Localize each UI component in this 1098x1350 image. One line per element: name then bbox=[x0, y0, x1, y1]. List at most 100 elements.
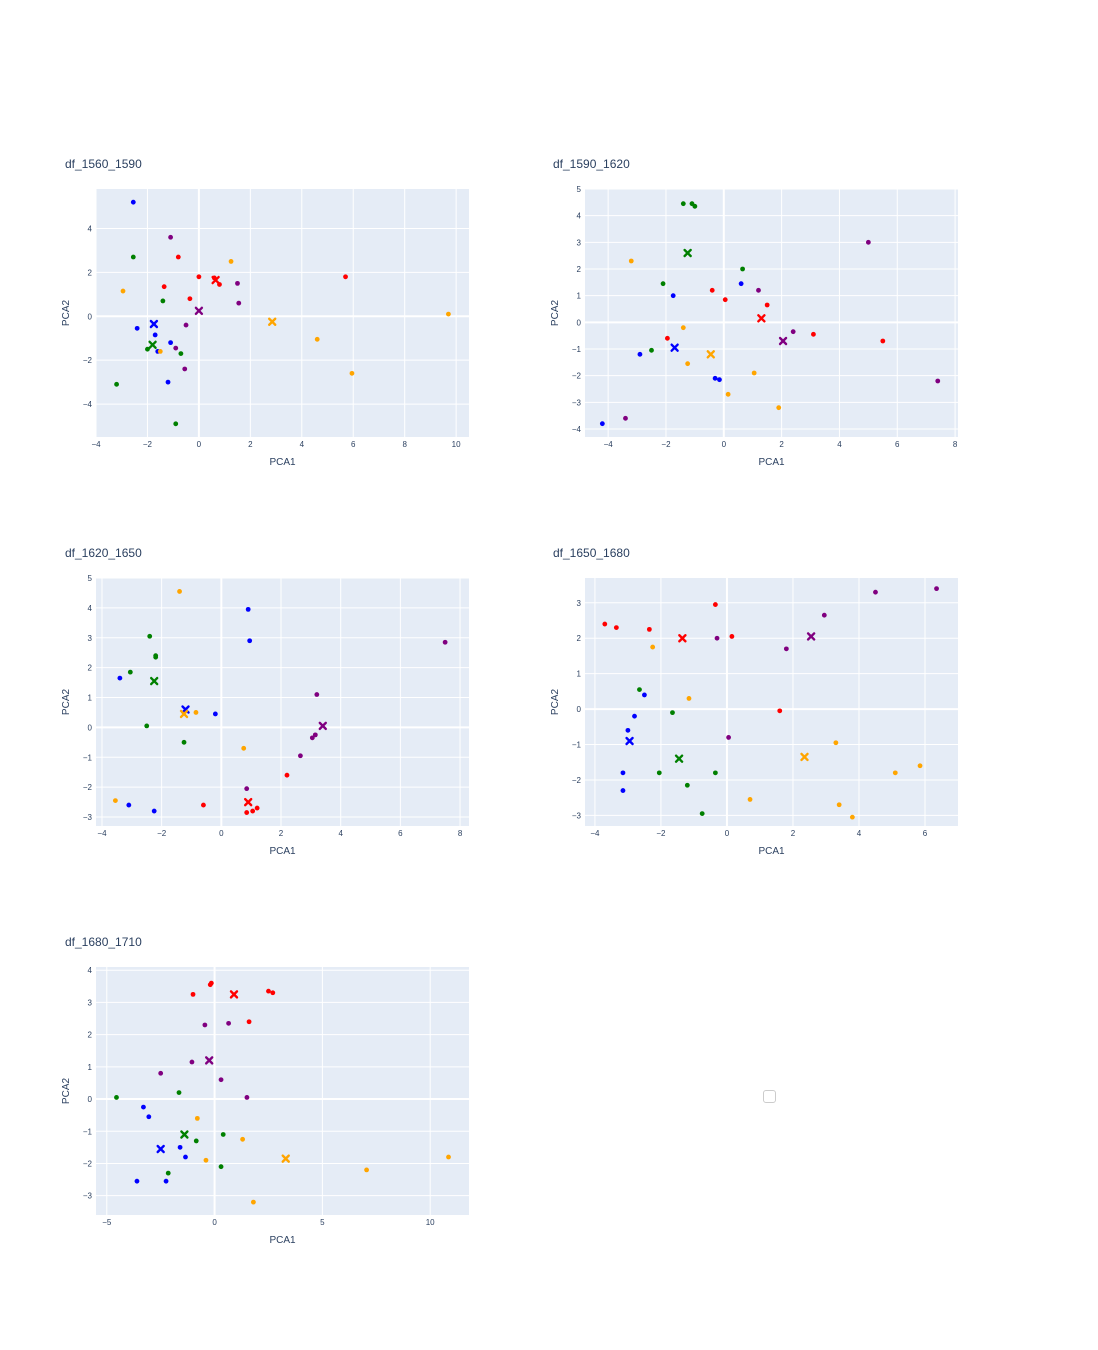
data-point-orange bbox=[680, 325, 686, 331]
data-point-purple bbox=[726, 735, 731, 740]
data-point-blue bbox=[738, 281, 744, 287]
y-tick-label: 3 bbox=[577, 599, 582, 608]
data-point-green bbox=[692, 203, 698, 209]
data-point-green bbox=[660, 281, 666, 287]
data-point-blue bbox=[165, 379, 171, 385]
data-point-red bbox=[709, 287, 715, 293]
data-point-orange bbox=[833, 740, 839, 746]
chart-4: −4 −2 0 2 4 6 −3 −2 −1 0 1 2 3 PCA1 PCA2 bbox=[550, 578, 958, 857]
data-point-orange bbox=[241, 745, 247, 751]
centroid-marker-purple bbox=[778, 336, 788, 346]
data-point-purple bbox=[790, 329, 796, 335]
plot-area bbox=[585, 189, 958, 437]
data-point-red bbox=[266, 988, 271, 994]
data-point-red bbox=[343, 274, 348, 280]
legend-checkbox[interactable] bbox=[763, 1090, 776, 1103]
x-tick-label: −5 bbox=[102, 1218, 112, 1227]
data-point-purple bbox=[168, 234, 174, 240]
data-point-green bbox=[181, 739, 187, 745]
y-tick-label: −1 bbox=[83, 753, 93, 762]
y-tick-label: 4 bbox=[88, 966, 93, 975]
data-point-red bbox=[613, 625, 619, 630]
x-tick-label: 10 bbox=[426, 1218, 435, 1227]
data-point-green bbox=[680, 201, 686, 207]
data-point-purple bbox=[714, 635, 720, 641]
data-point-purple bbox=[298, 753, 303, 759]
centroid-marker-blue bbox=[149, 319, 159, 329]
data-point-green bbox=[740, 266, 745, 272]
data-point-blue bbox=[152, 332, 158, 338]
centroid-marker-red bbox=[678, 634, 687, 643]
data-point-orange bbox=[917, 763, 923, 769]
centroid-marker-green bbox=[674, 754, 684, 763]
data-point-purple bbox=[934, 586, 939, 592]
data-point-orange bbox=[194, 1115, 200, 1121]
y-tick-label: −4 bbox=[572, 425, 582, 434]
data-point-orange bbox=[250, 1199, 256, 1205]
centroid-stroke bbox=[194, 306, 204, 316]
centroid-stroke bbox=[806, 632, 816, 641]
data-point-orange bbox=[751, 370, 757, 376]
data-point-red bbox=[722, 297, 728, 303]
x-tick-label: −4 bbox=[91, 440, 101, 449]
x-tick-label: 0 bbox=[197, 440, 202, 449]
x-tick-label: 4 bbox=[837, 440, 842, 449]
centroid-stroke bbox=[229, 990, 239, 999]
chart-title-2: df_1590_1620 bbox=[553, 157, 630, 171]
x-tick-label: 6 bbox=[895, 440, 900, 449]
centroid-stroke bbox=[318, 721, 327, 731]
data-point-orange bbox=[747, 797, 753, 802]
data-point-purple bbox=[183, 322, 189, 328]
data-point-green bbox=[218, 1164, 224, 1170]
centroid-stroke bbox=[204, 1056, 214, 1065]
data-point-blue bbox=[163, 1178, 169, 1184]
data-point-blue bbox=[620, 788, 626, 793]
data-point-purple bbox=[756, 287, 761, 293]
chart-title-3: df_1620_1650 bbox=[65, 546, 142, 560]
data-point-purple bbox=[312, 732, 318, 738]
data-point-red bbox=[190, 991, 196, 997]
data-point-red bbox=[880, 338, 886, 344]
data-point-red bbox=[187, 296, 193, 302]
centroid-marker-blue bbox=[625, 736, 634, 746]
data-point-blue bbox=[717, 377, 722, 383]
centroid-stroke bbox=[156, 1144, 165, 1154]
centroid-marker-green bbox=[149, 676, 159, 686]
y-axis-label: PCA2 bbox=[61, 1078, 72, 1105]
data-point-purple bbox=[235, 280, 240, 286]
chart-1: −4 −2 0 2 4 6 8 10 −4 −2 0 2 4 PCA1 PCA2 bbox=[61, 189, 469, 468]
data-point-purple bbox=[173, 345, 179, 351]
data-point-orange bbox=[446, 1154, 451, 1160]
y-tick-label: −4 bbox=[83, 400, 93, 409]
data-point-orange bbox=[725, 391, 731, 397]
y-tick-label: −3 bbox=[83, 813, 93, 822]
data-point-blue bbox=[247, 638, 253, 644]
data-point-orange bbox=[364, 1167, 369, 1173]
y-tick-label: 5 bbox=[577, 185, 582, 194]
data-point-blue bbox=[625, 727, 631, 733]
centroid-marker-red bbox=[243, 797, 253, 807]
data-point-blue bbox=[642, 692, 647, 698]
data-point-orange bbox=[686, 696, 692, 701]
data-point-green bbox=[147, 633, 153, 639]
data-point-blue bbox=[670, 293, 676, 299]
centroid-marker-green bbox=[180, 1130, 189, 1139]
data-point-red bbox=[244, 810, 250, 815]
data-point-purple bbox=[182, 366, 188, 372]
y-tick-label: 5 bbox=[88, 574, 93, 583]
y-tick-label: 0 bbox=[88, 723, 93, 732]
x-tick-label: 4 bbox=[338, 829, 343, 838]
data-point-green bbox=[649, 347, 654, 353]
centroid-marker-orange bbox=[179, 709, 189, 719]
centroid-stroke bbox=[180, 1130, 189, 1139]
data-point-green bbox=[220, 1132, 226, 1137]
data-point-blue bbox=[146, 1114, 152, 1120]
centroid-stroke bbox=[149, 319, 159, 329]
centroid-marker-purple bbox=[806, 632, 816, 641]
centroid-stroke bbox=[674, 754, 684, 763]
data-point-green bbox=[637, 687, 642, 692]
centroid-stroke bbox=[179, 709, 189, 719]
data-point-purple bbox=[189, 1059, 195, 1065]
data-point-purple bbox=[244, 1095, 250, 1100]
